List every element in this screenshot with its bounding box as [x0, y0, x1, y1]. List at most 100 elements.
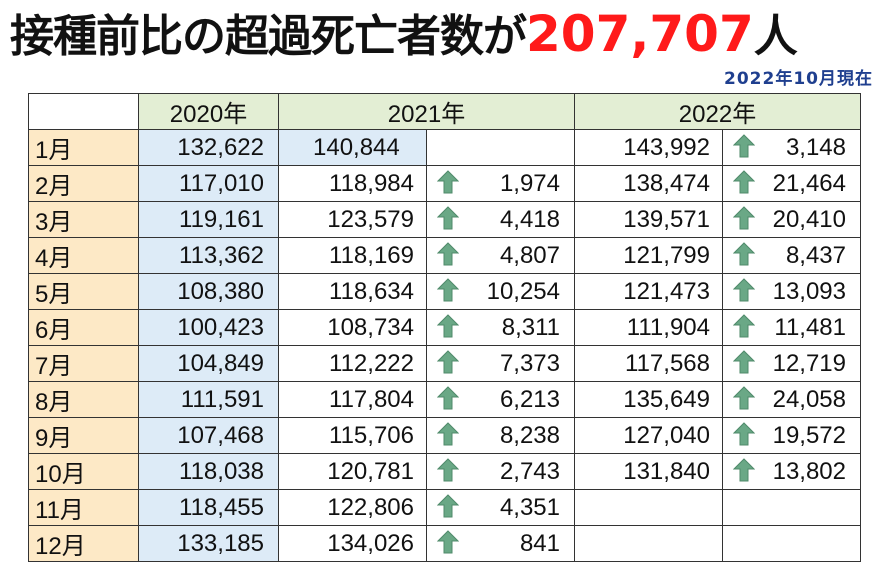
value-2022-cell [574, 525, 723, 562]
value-2021-text: 120,781 [327, 457, 414, 485]
up-arrow-icon [437, 494, 459, 518]
as-of-date: 2022年10月現在 [724, 69, 873, 89]
diff-2022-cell: 24,058 [722, 381, 861, 418]
up-arrow-icon [733, 386, 755, 410]
value-2020-cell: 133,185 [138, 525, 279, 562]
value-2022-text: 138,474 [623, 169, 710, 197]
header-2020: 2020年 [138, 93, 279, 130]
diff-2022-text: 20,410 [772, 205, 846, 233]
month-text: 6月 [35, 317, 73, 344]
header-corner [28, 93, 139, 130]
diff-2021-text: 2,743 [499, 457, 560, 485]
table-row: 7月 104,849 112,222 7,373 117,568 12,719 [28, 345, 861, 382]
value-2020-text: 118,455 [179, 493, 264, 521]
value-2021-text: 118,984 [329, 169, 414, 197]
up-arrow-icon [733, 242, 755, 266]
value-2021-text: 123,579 [327, 205, 414, 233]
value-2022-text: 131,840 [623, 457, 710, 485]
value-2020-cell: 108,380 [138, 273, 279, 310]
title-number: 207,707 [526, 5, 754, 63]
diff-2022-cell [722, 525, 861, 562]
diff-2021-text: 4,351 [499, 493, 560, 521]
value-2021-text: 115,706 [329, 421, 414, 449]
month-text: 10月 [35, 461, 86, 488]
diff-2022-cell: 12,719 [722, 345, 861, 382]
value-2021-text: 118,169 [329, 241, 414, 269]
diff-2021-cell: 10,254 [426, 273, 575, 310]
diff-2021-text: 4,807 [499, 241, 560, 269]
diff-2022-text: 13,093 [772, 277, 846, 305]
value-2021-cell: 108,734 [278, 309, 427, 346]
month-cell: 5月 [28, 273, 139, 310]
value-2020-cell: 132,622 [138, 129, 279, 166]
month-text: 11月 [35, 497, 84, 524]
up-arrow-icon [437, 242, 459, 266]
value-2022-text: 121,799 [623, 241, 710, 269]
up-arrow-icon [733, 422, 755, 446]
table-row: 12月 133,185 134,026 841 [28, 525, 861, 562]
value-2021-cell: 118,634 [278, 273, 427, 310]
value-2020-text: 108,380 [177, 277, 264, 305]
diff-2021-text: 4,418 [499, 205, 560, 233]
value-2020-cell: 100,423 [138, 309, 279, 346]
value-2021-text: 117,804 [329, 385, 414, 413]
up-arrow-icon [733, 134, 755, 158]
value-2020-cell: 118,455 [138, 489, 279, 526]
up-arrow-icon [437, 170, 459, 194]
month-text: 2月 [35, 173, 73, 200]
table-row: 3月 119,161 123,579 4,418 139,571 20,410 [28, 201, 861, 238]
up-arrow-icon [733, 278, 755, 302]
month-text: 3月 [35, 209, 73, 236]
value-2020-text: 100,423 [177, 313, 264, 341]
month-cell: 11月 [28, 489, 139, 526]
up-arrow-icon [733, 170, 755, 194]
title-prefix: 接種前比の超過死亡者数が [10, 11, 527, 62]
diff-2021-text: 7,373 [499, 349, 560, 377]
diff-2021-cell [426, 129, 575, 166]
diff-2022-text: 8,437 [785, 241, 846, 269]
value-2020-cell: 118,038 [138, 453, 279, 490]
header-2021: 2021年 [278, 93, 575, 130]
table-row: 11月 118,455 122,806 4,351 [28, 489, 861, 526]
diff-2021-cell: 1,974 [426, 165, 575, 202]
up-arrow-icon [733, 458, 755, 482]
table-header-row: 2020年 2021年 2022年 [28, 93, 861, 130]
value-2020-text: 118,038 [179, 457, 264, 485]
value-2021-cell: 117,804 [278, 381, 427, 418]
value-2020-cell: 111,591 [138, 381, 279, 418]
month-cell: 2月 [28, 165, 139, 202]
diff-2022-text: 13,802 [772, 457, 846, 485]
diff-2022-cell: 3,148 [722, 129, 861, 166]
month-text: 1月 [35, 137, 73, 164]
value-2020-cell: 119,161 [138, 201, 279, 238]
value-2021-text: 140,844 [313, 133, 400, 161]
diff-2022-text: 3,148 [785, 133, 846, 161]
value-2020-cell: 113,362 [138, 237, 279, 274]
diff-2021-text: 1,974 [499, 169, 560, 197]
month-text: 4月 [35, 245, 73, 272]
diff-2022-cell: 13,802 [722, 453, 861, 490]
value-2021-cell: 118,984 [278, 165, 427, 202]
diff-2021-cell: 4,807 [426, 237, 575, 274]
up-arrow-icon [437, 530, 459, 554]
value-2022-text: 117,568 [625, 349, 710, 377]
value-2020-text: 111,591 [180, 385, 264, 413]
diff-2022-cell: 13,093 [722, 273, 861, 310]
up-arrow-icon [733, 314, 755, 338]
diff-2021-text: 8,311 [501, 313, 560, 341]
diff-2022-text: 19,572 [772, 421, 846, 449]
table-row: 2月 117,010 118,984 1,974 138,474 21,464 [28, 165, 861, 202]
value-2020-text: 107,468 [177, 421, 264, 449]
diff-2021-cell: 2,743 [426, 453, 575, 490]
table-row: 6月 100,423 108,734 8,311 111,904 11,481 [28, 309, 861, 346]
value-2020-text: 119,161 [179, 205, 264, 233]
excess-deaths-table: 2020年 2021年 2022年 1月 132,622 140,844 143,99… [28, 93, 861, 562]
value-2021-cell: 115,706 [278, 417, 427, 454]
month-cell: 1月 [28, 129, 139, 166]
value-2021-text: 118,634 [329, 277, 414, 305]
up-arrow-icon [437, 386, 459, 410]
value-2021-cell: 120,781 [278, 453, 427, 490]
up-arrow-icon [437, 278, 459, 302]
value-2021-text: 134,026 [327, 529, 414, 557]
month-cell: 12月 [28, 525, 139, 562]
